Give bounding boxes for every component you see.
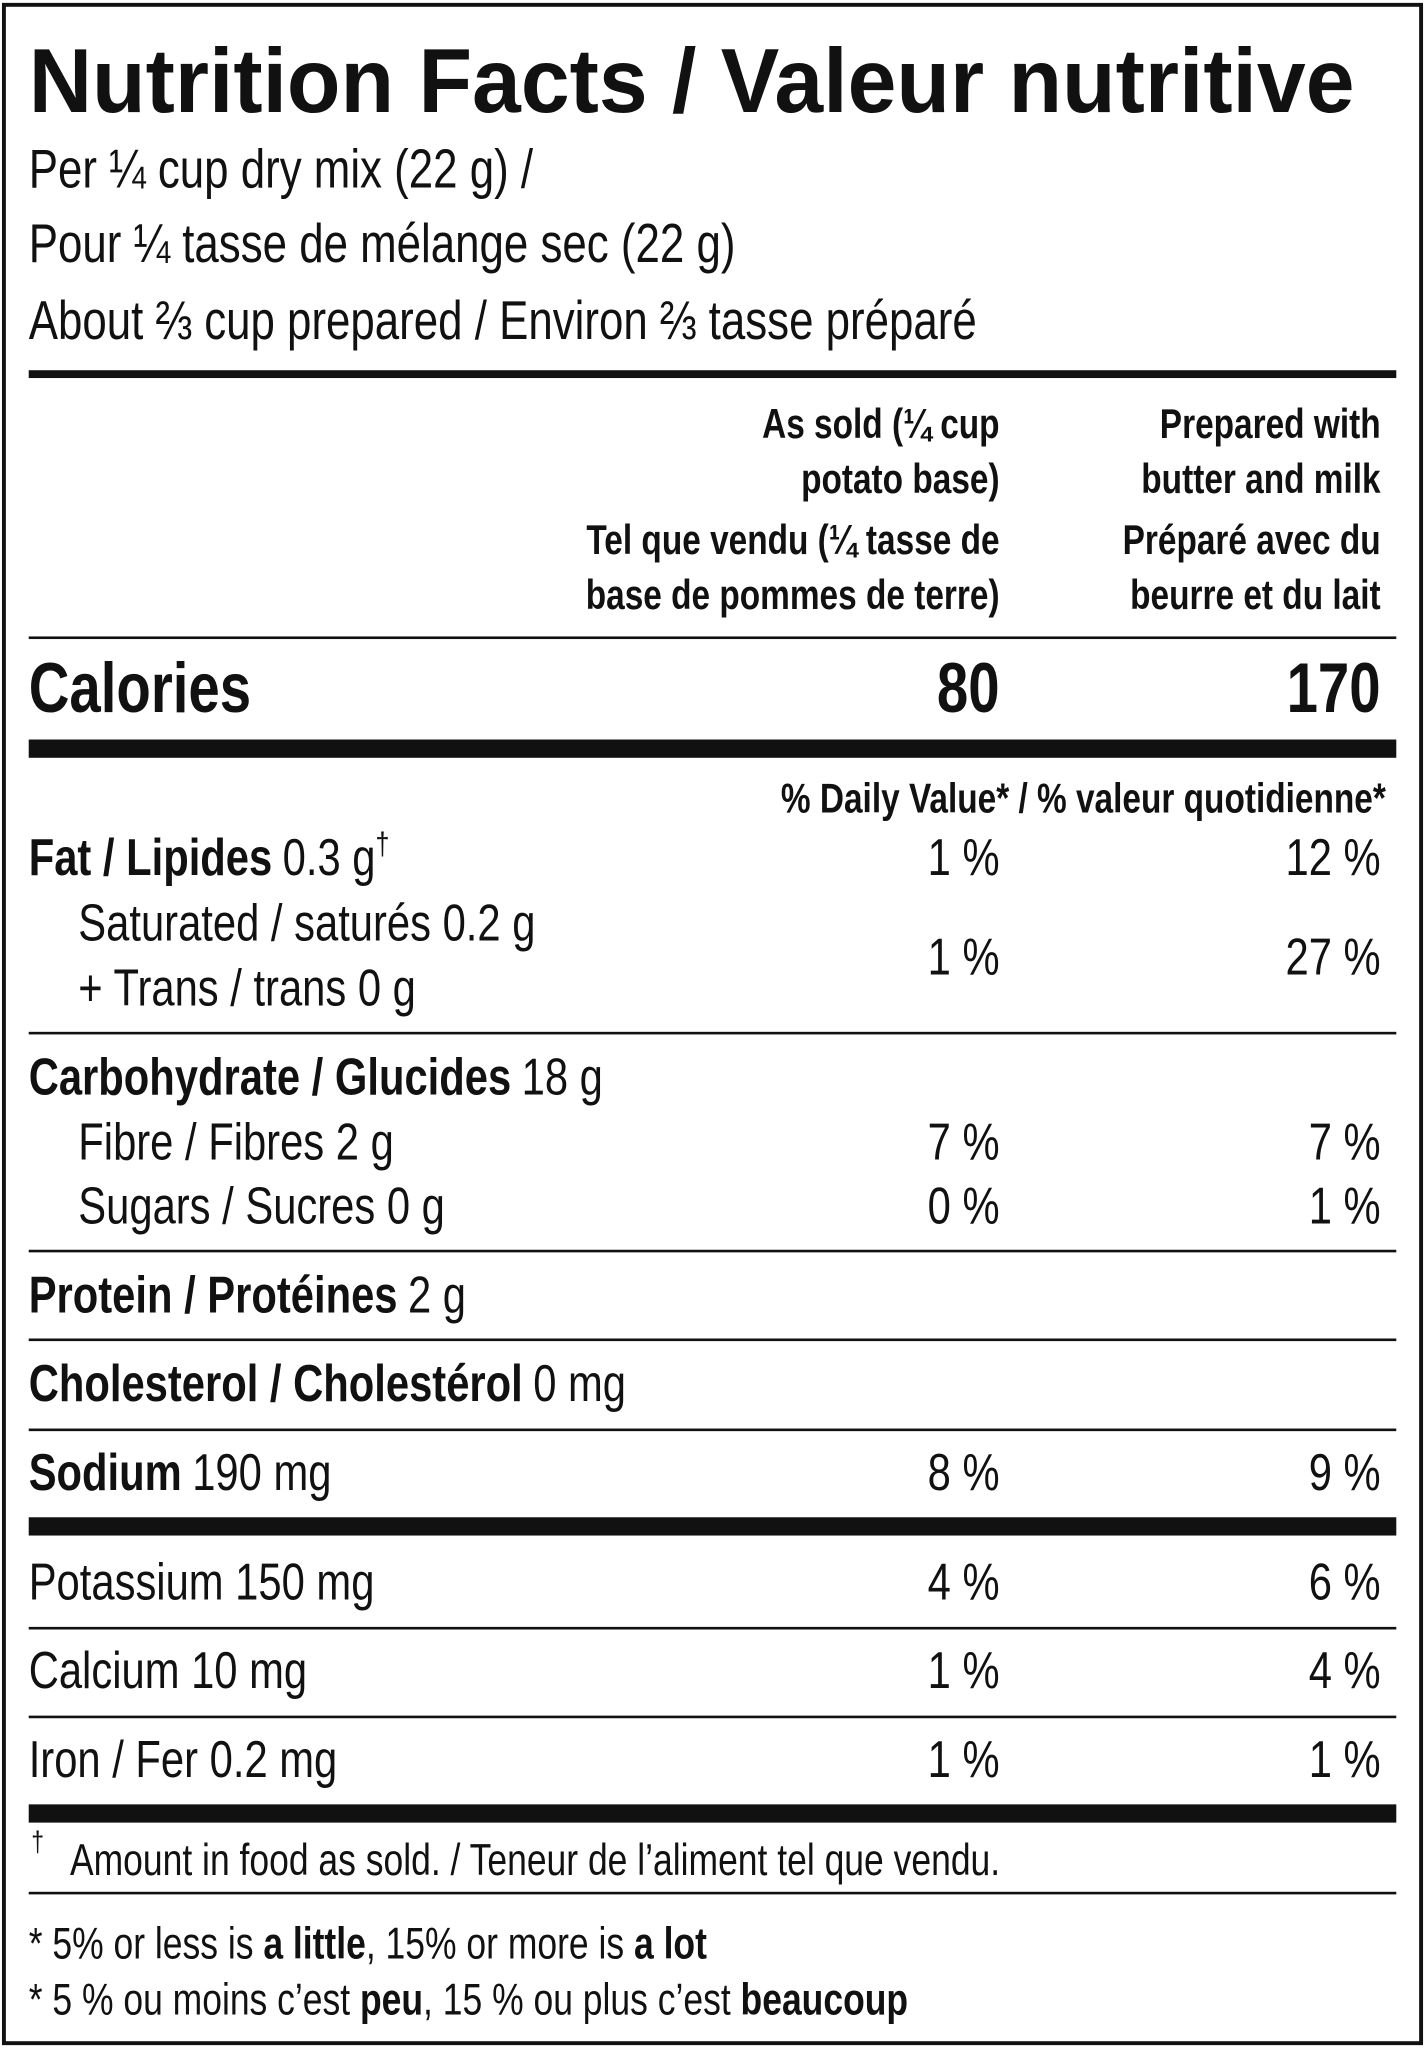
dv-value: 27 %	[1285, 928, 1380, 987]
column-headers: As sold (¼ cup potato base) Tel que vend…	[586, 402, 1382, 619]
footnote: Amount in food as sold. / Teneur de l’al…	[70, 1835, 1000, 1885]
nutrient-label: Carbohydrate / Glucides 18 g	[29, 1048, 603, 1107]
column-header: As sold (¼ cup	[762, 402, 999, 448]
rule	[28, 1715, 1397, 1719]
dv-header: % Daily Value* / % valeur quotidienne*	[781, 776, 1386, 822]
dv-value: 4 %	[1309, 1642, 1381, 1701]
nutrient-name: Protein / Protéines	[29, 1266, 398, 1325]
nutrient-label: Protein / Protéines 2 g	[29, 1266, 466, 1325]
rule	[28, 1626, 1397, 1630]
nutrient-rows: Fat / Lipides 0.3 g† 1 % 12 % Saturated /…	[29, 827, 1381, 1789]
nutrient-label: Fat / Lipides 0.3 g†	[29, 827, 390, 888]
dv-guide: * 5 % ou moins c’est peu, 15 % ou plus c…	[29, 1975, 908, 2025]
guide-text: beaucoup	[741, 1975, 909, 2025]
rule	[28, 739, 1397, 758]
footnote-mark: †	[31, 1825, 44, 1858]
guide-text: peu	[360, 1975, 423, 2025]
nutrient-amount: 0 mg	[533, 1355, 626, 1414]
rule	[28, 1031, 1397, 1035]
calories-value: 80	[937, 648, 1000, 728]
dv-guide: * 5% or less is a little, 15% or more is…	[29, 1919, 707, 1969]
nutrient-label: Iron / Fer 0.2 mg	[29, 1731, 338, 1790]
title: Nutrition Facts / Valeur nutritive	[29, 29, 1355, 132]
calories-label: Calories	[29, 648, 251, 728]
column-header: beurre et du lait	[1130, 573, 1381, 619]
footnote-mark: †	[376, 827, 390, 862]
nutrient-label: Fibre / Fibres 2 g	[78, 1113, 394, 1172]
guide-text: * 5 % ou moins c’est	[29, 1975, 360, 2025]
nutrient-label: Sodium 190 mg	[29, 1443, 332, 1502]
column-header: base de pommes de terre)	[586, 573, 1000, 619]
dv-value: 12 %	[1285, 829, 1380, 888]
guide-text: , 15% or more is	[366, 1919, 634, 1969]
column-header: Prepared with	[1160, 402, 1381, 448]
nutrient-label: + Trans / trans 0 g	[78, 959, 416, 1018]
guide-text: , 15 % ou plus c’est	[423, 1975, 740, 2025]
dv-value: 6 %	[1309, 1553, 1381, 1612]
nutrient-name: Sodium	[29, 1443, 182, 1502]
rule	[28, 1249, 1397, 1253]
nutrient-name: Fat / Lipides	[29, 829, 273, 888]
dv-value: 7 %	[928, 1113, 1000, 1172]
serving-line: Per ¼ cup dry mix (22 g) /	[29, 138, 534, 200]
nutrient-amount: 2 g	[408, 1266, 466, 1325]
nutrient-amount: 0.3 g	[283, 829, 376, 888]
column-header: Préparé avec du	[1123, 518, 1381, 564]
dv-value: 1 %	[928, 829, 1000, 888]
dv-value: 9 %	[1309, 1443, 1381, 1502]
rule	[28, 1891, 1397, 1895]
nutrient-amount: 190 mg	[192, 1443, 331, 1502]
dv-value: 4 %	[928, 1553, 1000, 1612]
rule	[28, 636, 1397, 640]
dv-value: 8 %	[928, 1443, 1000, 1502]
rule	[28, 1338, 1397, 1342]
dv-value: 1 %	[1309, 1731, 1381, 1790]
serving-line: Pour ¼ tasse de mélange sec (22 g)	[29, 212, 736, 274]
nutrient-amount: 18 g	[522, 1048, 603, 1107]
serving-line: About ⅔ cup prepared / Environ ⅔ tasse p…	[29, 289, 977, 351]
guide-text: a little	[263, 1919, 366, 1969]
dv-value: 1 %	[928, 928, 1000, 987]
nutrient-label: Cholesterol / Cholestérol 0 mg	[29, 1355, 626, 1414]
dv-value: 1 %	[928, 1642, 1000, 1701]
rule	[28, 1428, 1397, 1432]
nutrient-name: Carbohydrate / Glucides	[29, 1048, 512, 1107]
rule	[28, 1517, 1397, 1536]
column-header: Tel que vendu (¼ tasse de	[586, 518, 999, 564]
guide-text: * 5% or less is	[29, 1919, 264, 1969]
dv-value: 1 %	[1309, 1177, 1381, 1236]
rule	[28, 370, 1397, 379]
nutrient-name: Cholesterol / Cholestérol	[29, 1355, 523, 1414]
nutrient-label: Potassium 150 mg	[29, 1553, 375, 1612]
label-text: Nutrition Facts / Valeur nutritive Per ¼…	[29, 29, 1386, 2024]
column-header: butter and milk	[1141, 456, 1381, 502]
rule	[28, 1804, 1397, 1823]
dv-value: 7 %	[1309, 1113, 1381, 1172]
column-header: potato base)	[801, 456, 1000, 502]
nutrient-label: Sugars / Sucres 0 g	[78, 1177, 445, 1236]
calories-value: 170	[1287, 648, 1381, 728]
nutrient-label: Saturated / saturés 0.2 g	[78, 894, 535, 953]
dv-value: 1 %	[928, 1731, 1000, 1790]
dv-value: 0 %	[928, 1177, 1000, 1236]
nutrient-label: Calcium 10 mg	[29, 1642, 307, 1701]
guide-text: a lot	[634, 1919, 707, 1969]
